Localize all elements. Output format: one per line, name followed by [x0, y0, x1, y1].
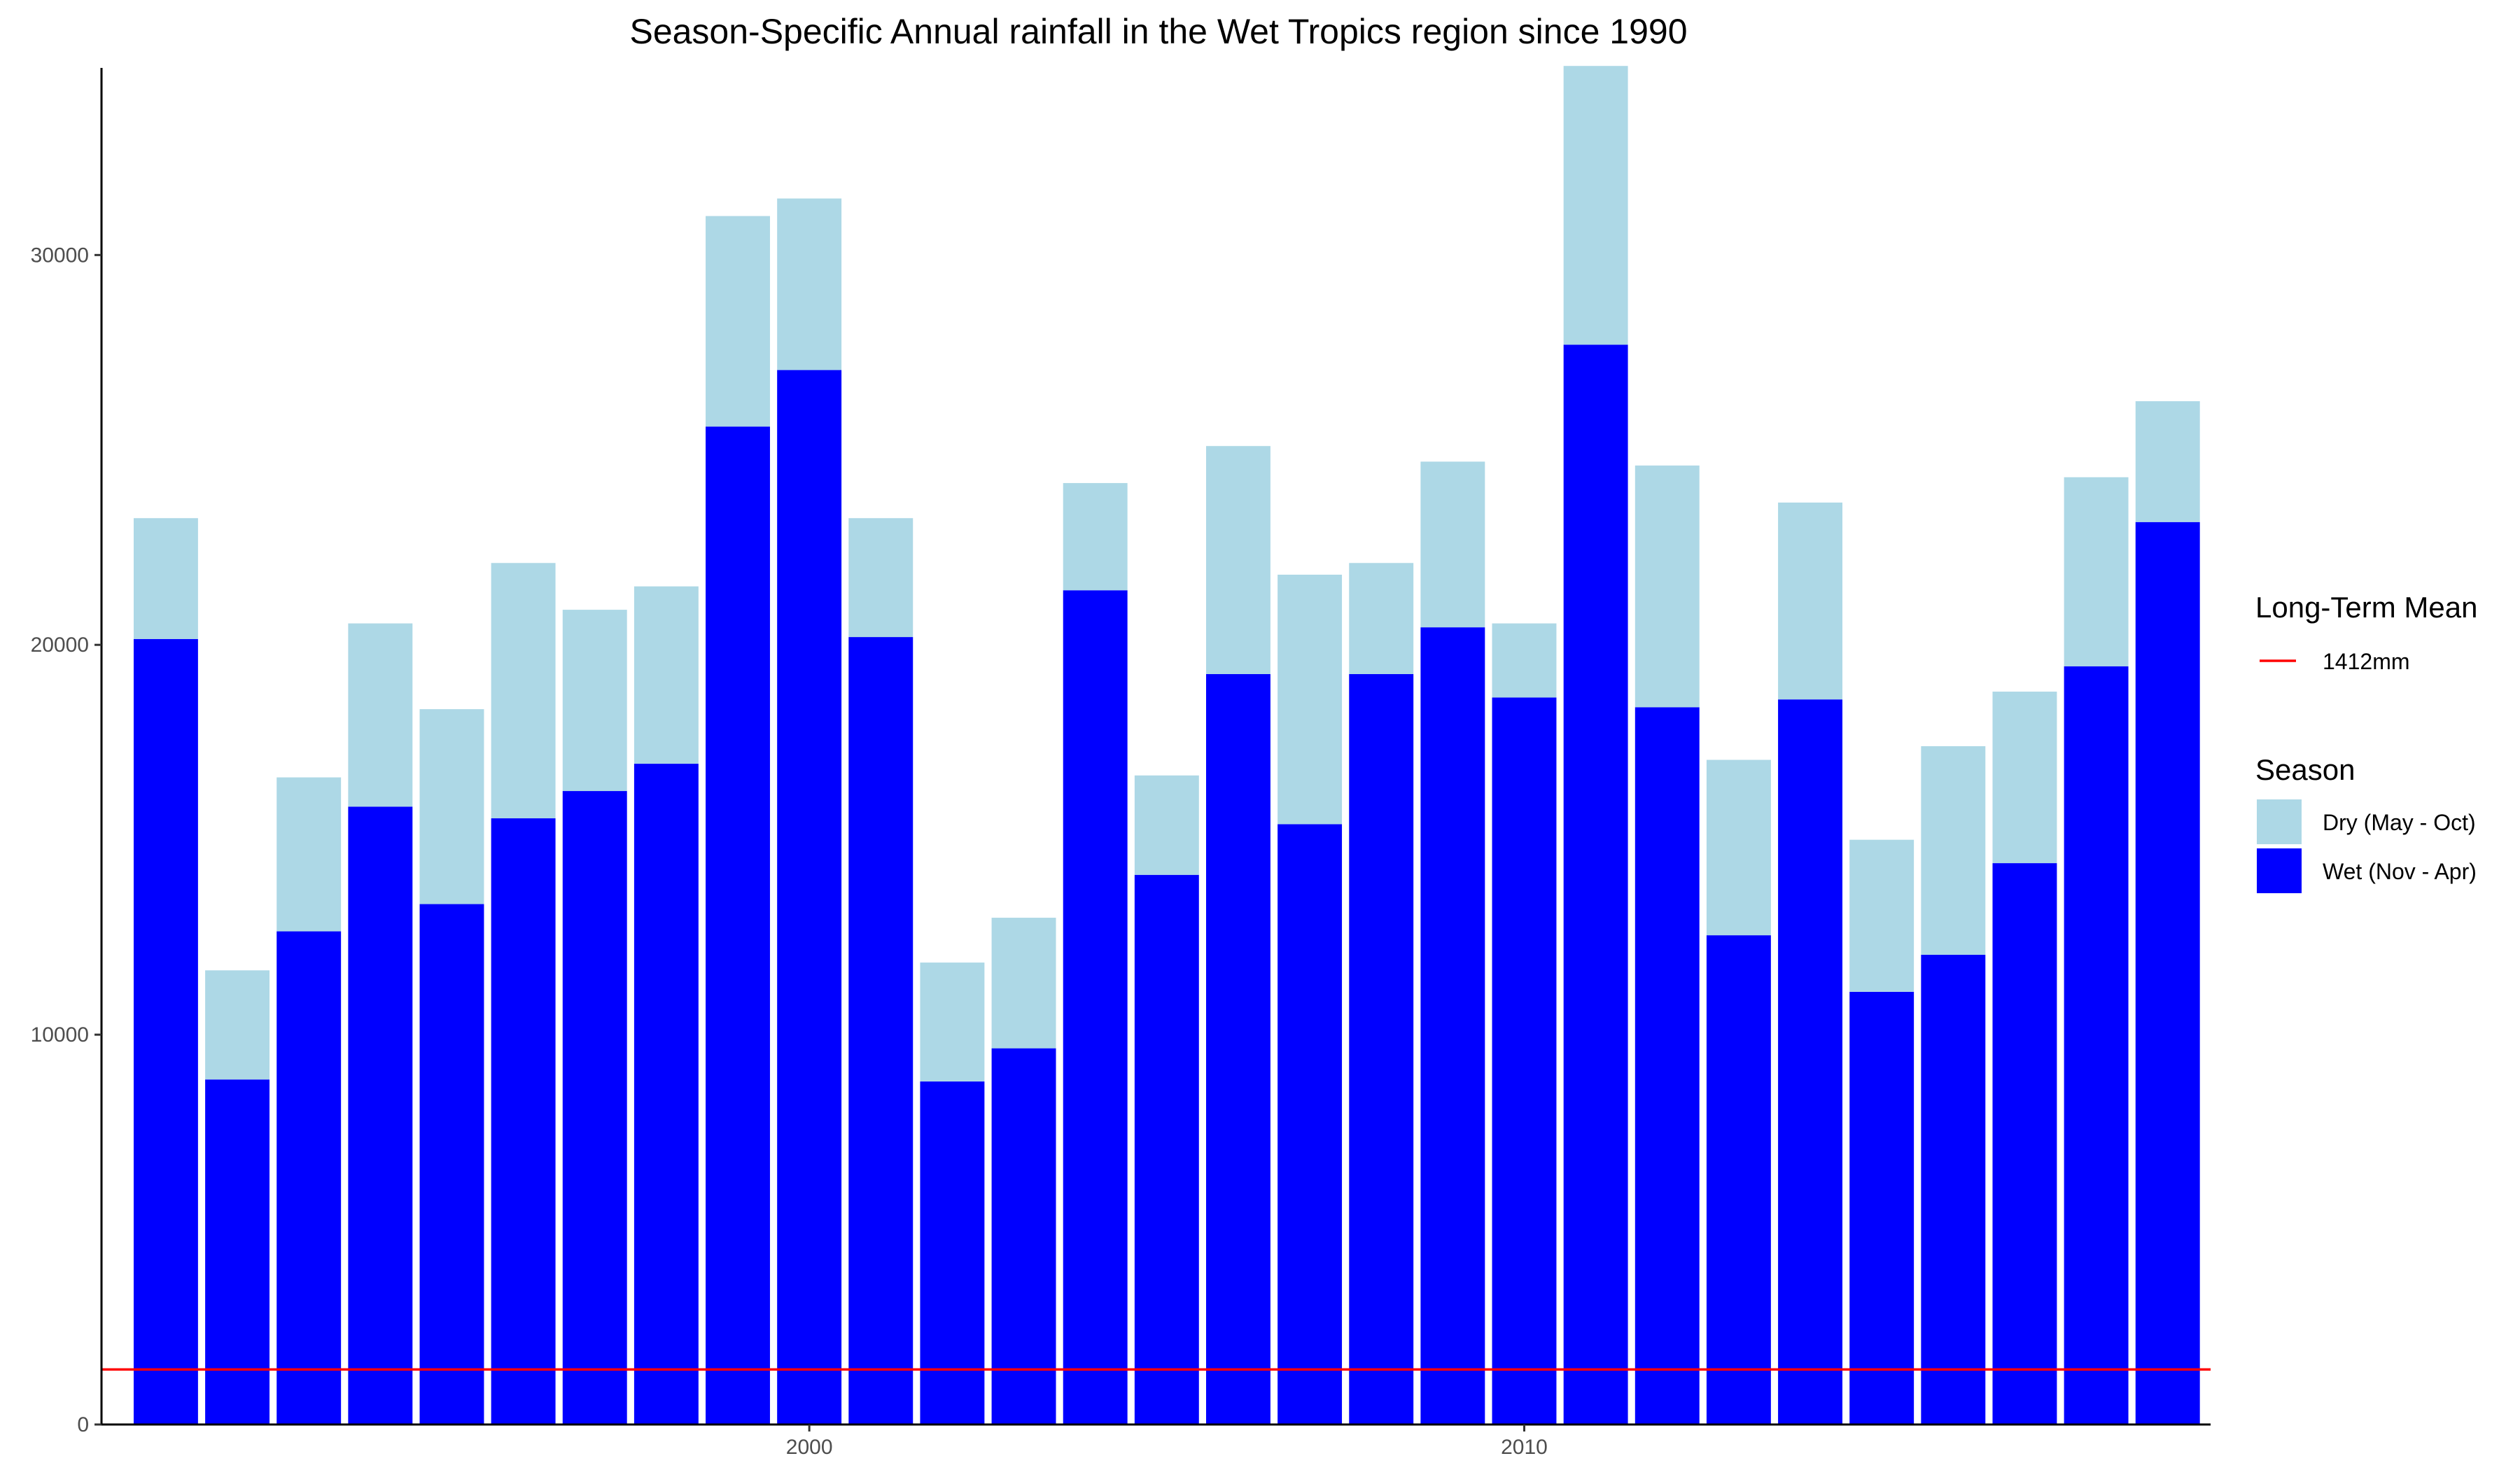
bar-dry-season-2015 [1849, 839, 1914, 992]
bar-dry-season-2011 [1563, 66, 1628, 345]
chart-title: Season-Specific Annual rainfall in the W… [629, 12, 1687, 51]
bar-dry-season-2009 [1420, 461, 1485, 628]
legend-swatch-wet [2257, 848, 2302, 893]
bar-dry-season-1994 [348, 623, 413, 807]
bar-dry-season-2004 [1063, 483, 1128, 591]
bar-dry-season-2006 [1205, 446, 1270, 674]
bar-dry-season-1991 [133, 518, 198, 639]
bar-dry-season-2000 [777, 198, 842, 370]
bar-wet-season-1997 [562, 791, 627, 1424]
legend-swatch-dry [2257, 799, 2302, 844]
bar-wet-season-2014 [1778, 699, 1843, 1425]
bar-dry-season-2007 [1278, 574, 1343, 825]
bar-dry-season-2005 [1134, 775, 1199, 875]
x-tick-label-2000: 2000 [786, 1436, 833, 1459]
bar-wet-season-1992 [205, 1079, 270, 1424]
x-tick-label-2010: 2010 [1501, 1436, 1548, 1459]
legend: Long-Term Mean 1412mm Season Dry (May - Oct… [2255, 591, 2477, 893]
bar-wet-season-2002 [920, 1081, 985, 1424]
bar-dry-season-1996 [491, 563, 556, 819]
legend-label-dry: Dry (May - Oct) [2323, 810, 2476, 835]
bar-dry-season-1993 [276, 777, 342, 932]
y-tick-label-20000: 20000 [31, 634, 89, 657]
bar-wet-season-2005 [1134, 874, 1199, 1424]
y-tick-label-10000: 10000 [31, 1023, 89, 1046]
legend-title-season: Season [2255, 753, 2355, 786]
bar-wet-season-1999 [706, 426, 770, 1424]
bar-wet-season-2003 [991, 1048, 1056, 1424]
bar-dry-season-2010 [1492, 623, 1557, 698]
bar-wet-season-1991 [133, 638, 198, 1424]
legend-label-wet: Wet (Nov - Apr) [2323, 859, 2477, 884]
bar-dry-season-2014 [1778, 502, 1843, 700]
bar-dry-season-1992 [205, 970, 270, 1080]
bar-wet-season-1998 [634, 764, 699, 1424]
bar-dry-season-1995 [419, 709, 484, 904]
bar-wet-season-1994 [348, 806, 413, 1424]
bar-wet-season-2016 [1921, 954, 1986, 1424]
bar-wet-season-2018 [2064, 666, 2129, 1424]
bar-wet-season-2001 [848, 637, 913, 1424]
bars-layer [133, 66, 2200, 1425]
bar-wet-season-2010 [1492, 697, 1557, 1424]
bar-wet-season-2013 [1706, 935, 1771, 1424]
bar-dry-season-2019 [2135, 401, 2200, 522]
bar-wet-season-2004 [1063, 590, 1128, 1424]
bar-dry-season-2003 [991, 918, 1056, 1049]
axes-layer: 0 10000 20000 30000 2000 2010 [31, 68, 2211, 1459]
bar-dry-season-2008 [1349, 563, 1414, 674]
bar-dry-season-2018 [2064, 477, 2129, 666]
bar-wet-season-2015 [1849, 991, 1914, 1424]
bar-wet-season-1995 [419, 904, 484, 1424]
bar-dry-season-1999 [706, 216, 770, 427]
bar-wet-season-2007 [1278, 824, 1343, 1424]
bar-wet-season-2008 [1349, 673, 1414, 1424]
bar-wet-season-2012 [1634, 707, 1700, 1425]
bar-wet-season-2017 [1992, 863, 2057, 1424]
legend-title-long-term-mean: Long-Term Mean [2255, 591, 2477, 624]
bar-wet-season-2009 [1420, 627, 1485, 1425]
bar-dry-season-2001 [848, 518, 913, 638]
bar-dry-season-1998 [634, 586, 699, 764]
bar-dry-season-2013 [1706, 760, 1771, 936]
bar-dry-season-2012 [1634, 465, 1700, 708]
bar-dry-season-1997 [562, 610, 627, 792]
y-tick-label-30000: 30000 [31, 244, 89, 267]
bar-wet-season-2019 [2135, 522, 2200, 1425]
bar-wet-season-1993 [276, 931, 342, 1424]
bar-dry-season-2002 [920, 962, 985, 1082]
bar-dry-season-2016 [1921, 746, 1986, 955]
bar-wet-season-2011 [1563, 344, 1628, 1425]
bar-wet-season-2006 [1205, 673, 1270, 1424]
y-tick-label-0: 0 [77, 1413, 89, 1436]
bar-wet-season-1996 [491, 818, 556, 1424]
bar-wet-season-2000 [777, 370, 842, 1424]
bar-dry-season-2017 [1992, 692, 2057, 864]
legend-label-1412mm: 1412mm [2323, 649, 2410, 674]
